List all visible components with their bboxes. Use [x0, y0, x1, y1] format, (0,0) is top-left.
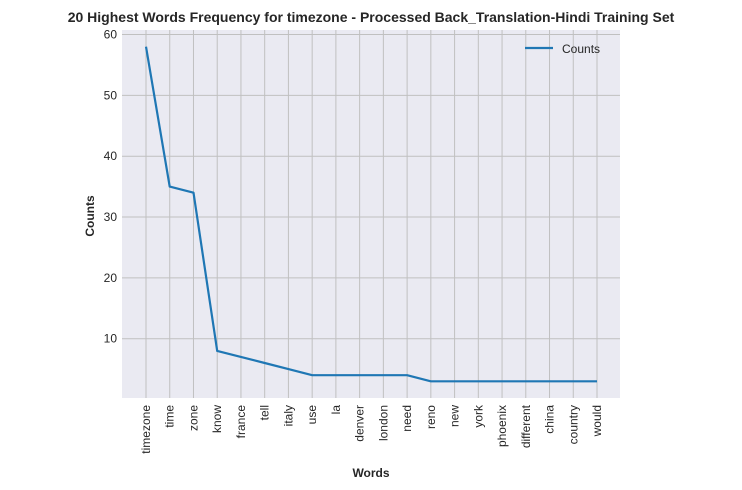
x-tick-label: know [210, 405, 224, 433]
x-tick-label: different [519, 404, 533, 448]
y-tick-labels: 10 20 30 40 50 60 [104, 28, 118, 346]
x-tick-label: timezone [139, 405, 153, 454]
legend-label: Counts [562, 42, 600, 56]
y-axis-label: Counts [83, 195, 97, 237]
chart-title: 20 Highest Words Frequency for timezone … [68, 9, 675, 25]
x-tick-label: phoenix [495, 405, 509, 447]
x-tick-label: denver [353, 405, 367, 442]
plot-area [122, 30, 620, 398]
x-tick-label: la [329, 405, 343, 415]
x-tick-labels: timezone time zone know france tell italy use la… [139, 404, 604, 454]
x-tick-label: zone [186, 405, 200, 431]
grid [122, 30, 620, 398]
x-tick-label: italy [281, 405, 295, 426]
x-tick-label: time [163, 405, 177, 428]
x-tick-label: reno [424, 405, 438, 429]
x-tick-label: london [376, 405, 390, 441]
x-axis-label: Words [352, 466, 389, 480]
x-tick-label: would [590, 405, 604, 437]
x-tick-label: new [448, 405, 462, 427]
x-tick-label: use [305, 405, 319, 425]
x-tick-label: china [543, 405, 557, 434]
y-tick-label: 10 [104, 332, 118, 346]
y-tick-label: 20 [104, 271, 118, 285]
x-tick-label: tell [258, 405, 272, 420]
legend: Counts [525, 42, 600, 56]
y-tick-label: 30 [104, 210, 118, 224]
y-tick-label: 50 [104, 88, 118, 102]
x-tick-label: country [566, 405, 580, 444]
y-tick-label: 60 [104, 28, 118, 42]
counts-series-line [144, 46, 597, 383]
x-tick-label: need [400, 405, 414, 432]
x-tick-label: york [471, 404, 485, 428]
y-tick-label: 40 [104, 149, 118, 163]
x-tick-label: france [234, 405, 248, 439]
